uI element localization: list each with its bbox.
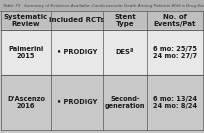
Text: No. of
Events/Pat: No. of Events/Pat [154, 14, 196, 27]
Bar [0, 0, 204, 11]
Bar [1, 75, 203, 130]
Text: • PRODIGY: • PRODIGY [57, 49, 97, 55]
Text: 6 mo: 13/24
24 mo: 8/24: 6 mo: 13/24 24 mo: 8/24 [153, 96, 197, 109]
Text: Palmerini
2015: Palmerini 2015 [8, 46, 44, 59]
Bar [1, 30, 203, 75]
Text: • PRODIGY: • PRODIGY [57, 99, 97, 105]
Text: 6 mo: 25/75
24 mo: 27/7: 6 mo: 25/75 24 mo: 27/7 [153, 46, 197, 59]
Text: Stent
Type: Stent Type [114, 14, 136, 27]
Text: Included RCTs: Included RCTs [49, 18, 105, 24]
Text: DESª: DESª [116, 49, 134, 55]
Bar [0, 11, 204, 30]
Text: Table 73   Summary of Evidence Available: Cardiovascular Death Among Patients Wi: Table 73 Summary of Evidence Available: … [3, 3, 204, 7]
Text: Second-
generation: Second- generation [105, 96, 145, 109]
Text: Systematic
Review: Systematic Review [4, 14, 48, 27]
Text: D'Ascenzo
2016: D'Ascenzo 2016 [7, 96, 45, 109]
